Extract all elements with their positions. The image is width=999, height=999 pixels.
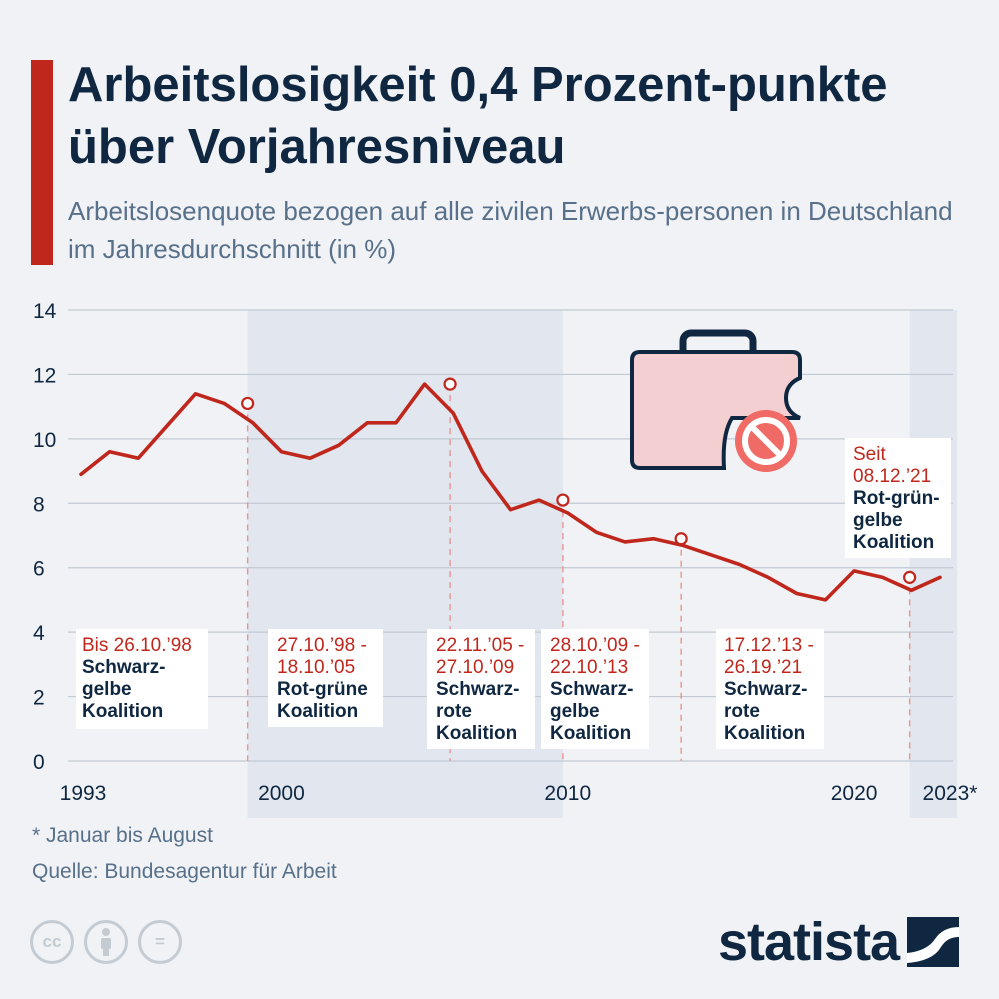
annotation-coalition: Schwarz- — [82, 657, 165, 678]
annotation-coalition: Schwarz- — [724, 679, 807, 700]
statista-logo[interactable]: statista — [718, 912, 960, 972]
annotation-coalition: Schwarz- — [436, 679, 519, 700]
annotation-coalition: gelbe — [550, 701, 600, 722]
no-derivatives-icon[interactable]: = — [138, 920, 182, 964]
annotation-coalition: Koalition — [724, 723, 805, 744]
annotation-coalition: Koalition — [853, 532, 934, 553]
annotation-date: 22.10.’13 — [550, 657, 628, 678]
annotation-coalition: rote — [724, 701, 760, 722]
coalition-change-marker — [674, 532, 688, 546]
y-tick-label: 4 — [33, 622, 45, 645]
annotation-coalition: Koalition — [82, 701, 163, 722]
annotation-date: 27.10.’09 — [436, 657, 514, 678]
coalition-change-marker — [241, 396, 255, 411]
x-tick-label: 2023* — [923, 782, 978, 805]
series-line — [79, 382, 942, 602]
coalition-change-marker — [903, 570, 917, 584]
license-icons: cc = — [30, 920, 182, 964]
y-tick-label: 10 — [33, 429, 56, 452]
y-tick-label: 2 — [33, 687, 45, 710]
annotation-date: Bis 26.10.’98 — [82, 635, 192, 656]
annotation-date: 28.10.’09 - — [550, 635, 640, 656]
source-note: Quelle: Bundesagentur für Arbeit — [32, 860, 337, 883]
briefcase-prohibited-icon — [630, 329, 802, 472]
y-tick-label: 14 — [33, 300, 57, 323]
annotation-box — [541, 629, 649, 749]
y-tick-label: 12 — [33, 364, 56, 387]
annotation-coalition: Koalition — [436, 723, 517, 744]
y-tick-label: 6 — [33, 558, 45, 581]
annotation-box — [716, 629, 824, 749]
annotation-box — [268, 629, 383, 727]
x-tick-label: 1993 — [60, 782, 107, 805]
annotation-box — [427, 629, 535, 749]
coalition-annotation: 17.12.’13 -26.19.’21Schwarz-roteKoalitio… — [716, 629, 824, 749]
brand-name: statista — [718, 912, 900, 972]
annotation-box — [845, 438, 951, 558]
cc-icon[interactable]: cc — [30, 920, 74, 964]
annotation-coalition: gelbe — [853, 510, 903, 531]
y-tick-label: 8 — [33, 493, 45, 516]
x-tick-label: 2000 — [258, 782, 305, 805]
annotation-coalition: Rot-grüne — [277, 679, 368, 700]
coalition-shade — [909, 310, 958, 818]
x-tick-label: 2020 — [831, 782, 878, 805]
coalition-annotation: 28.10.’09 -22.10.’13Schwarz-gelbeKoaliti… — [541, 629, 649, 749]
coalition-change-marker — [443, 377, 457, 391]
chart-subtitle: Arbeitslosenquote bezogen auf alle zivil… — [68, 196, 953, 264]
annotation-date: 26.19.’21 — [724, 657, 802, 678]
annotation-date: 08.12.’21 — [853, 466, 931, 487]
annotation-coalition: gelbe — [82, 679, 132, 700]
chart-title: Arbeitslosigkeit 0,4 Prozent-punkte über… — [68, 58, 888, 174]
annotation-coalition: Koalition — [277, 701, 358, 722]
annotation-date: 22.11.’05 - — [436, 635, 524, 656]
title-accent-bar — [31, 60, 53, 265]
attribution-icon[interactable] — [84, 920, 128, 964]
statista-mark-icon — [907, 917, 960, 967]
annotation-coalition: Schwarz- — [550, 679, 633, 700]
annotation-date: 18.10.’05 — [277, 657, 355, 678]
annotation-date: 27.10.’98 - — [277, 635, 367, 656]
annotation-coalition: Rot-grün- — [853, 488, 940, 509]
x-tick-label: 2010 — [544, 782, 591, 805]
footnote: * Januar bis August — [32, 824, 213, 847]
annotation-date: 17.12.’13 - — [724, 635, 814, 656]
coalition-annotation: 22.11.’05 -27.10.’09Schwarz-roteKoalitio… — [427, 629, 535, 749]
annotation-coalition: rote — [436, 701, 472, 722]
y-tick-label: 0 — [33, 751, 45, 774]
annotation-date: Seit — [853, 444, 886, 465]
annotation-box — [76, 629, 208, 729]
coalition-change-marker — [556, 493, 570, 507]
annotation-coalition: Koalition — [550, 723, 631, 744]
